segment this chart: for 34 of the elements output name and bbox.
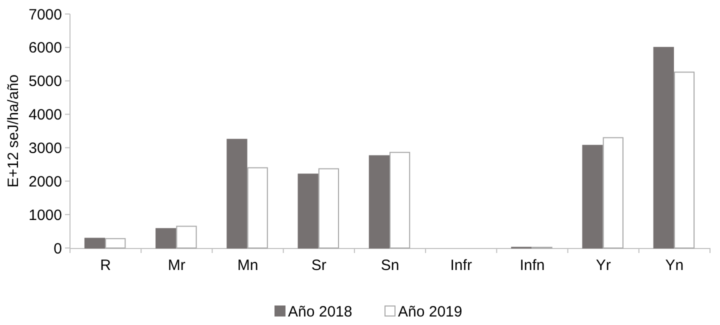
x-tick-label: Sn [380,257,400,274]
bar [674,72,695,248]
bar [602,137,624,248]
y-axis-title: E+12 seJ/ha/año [5,74,22,188]
bar [318,168,340,248]
y-tick-label: 0 [54,240,62,258]
legend-label: Año 2018 [288,303,352,320]
legend-label: Año 2019 [398,303,462,320]
bar [105,238,126,248]
bar [368,155,390,248]
bar [298,174,318,248]
bar [247,167,268,248]
y-tick-label: 5000 [28,73,62,90]
x-tick-label: Infn [520,257,545,274]
y-tick-label: 7000 [28,6,62,24]
bar [226,138,248,248]
y-tick-label: 1000 [28,206,62,224]
x-tick-label: Mr [168,257,186,274]
x-tick-label: Yr [596,257,611,274]
x-tick-label: Yn [665,257,684,274]
x-tick-label: Mn [237,257,258,274]
y-tick-label: 2000 [28,173,62,190]
y-tick-label: 6000 [28,40,62,57]
bar [176,226,197,248]
bar [84,238,106,248]
bar [653,46,674,248]
bar [390,152,410,248]
y-tick-label: 4000 [28,106,62,124]
x-tick-label: R [100,257,112,274]
bar [156,228,176,248]
x-tick-label: Sr [311,257,326,274]
bar [582,144,603,248]
y-tick-label: 3000 [28,140,62,157]
x-tick-label: Infr [450,257,472,274]
